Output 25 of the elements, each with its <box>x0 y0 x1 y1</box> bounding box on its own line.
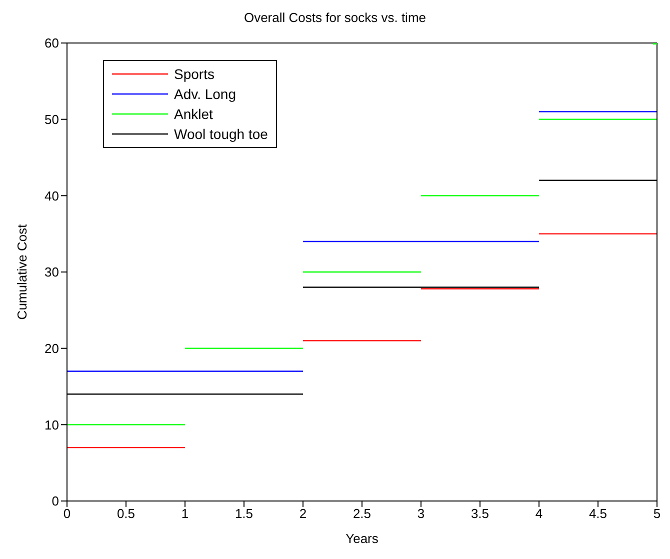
chart-title: Overall Costs for socks vs. time <box>242 10 428 25</box>
y-tick-label: 50 <box>44 112 59 127</box>
y-tick-label: 20 <box>44 340 59 356</box>
x-axis-title: Years <box>346 531 379 546</box>
x-tick-label: 4 <box>535 506 543 522</box>
x-tick-label: 4.5 <box>588 506 608 522</box>
legend-label: Adv. Long <box>174 86 236 102</box>
y-tick-label: 10 <box>44 417 59 432</box>
x-tick-label: 3.5 <box>470 506 490 522</box>
x-tick-label: 1.5 <box>234 506 254 522</box>
x-tick-label: 0 <box>63 506 71 522</box>
x-tick-label: 0.5 <box>116 506 136 522</box>
legend-label: Wool tough toe <box>174 126 268 142</box>
y-tick-label: 40 <box>44 188 59 204</box>
x-tick-label: 1 <box>181 506 189 522</box>
legend-label: Sports <box>174 66 214 82</box>
x-tick-label: 3 <box>417 506 425 522</box>
x-tick-label: 5 <box>653 506 661 522</box>
x-tick-label: 2 <box>299 506 307 522</box>
y-tick-label: 0 <box>52 494 59 509</box>
y-axis-title: Cumulative Cost <box>14 224 30 320</box>
y-tick-label: 60 <box>44 36 59 51</box>
y-tick-label: 30 <box>44 264 59 280</box>
x-tick-label: 2.5 <box>352 506 372 522</box>
legend-label: Anklet <box>174 106 213 122</box>
